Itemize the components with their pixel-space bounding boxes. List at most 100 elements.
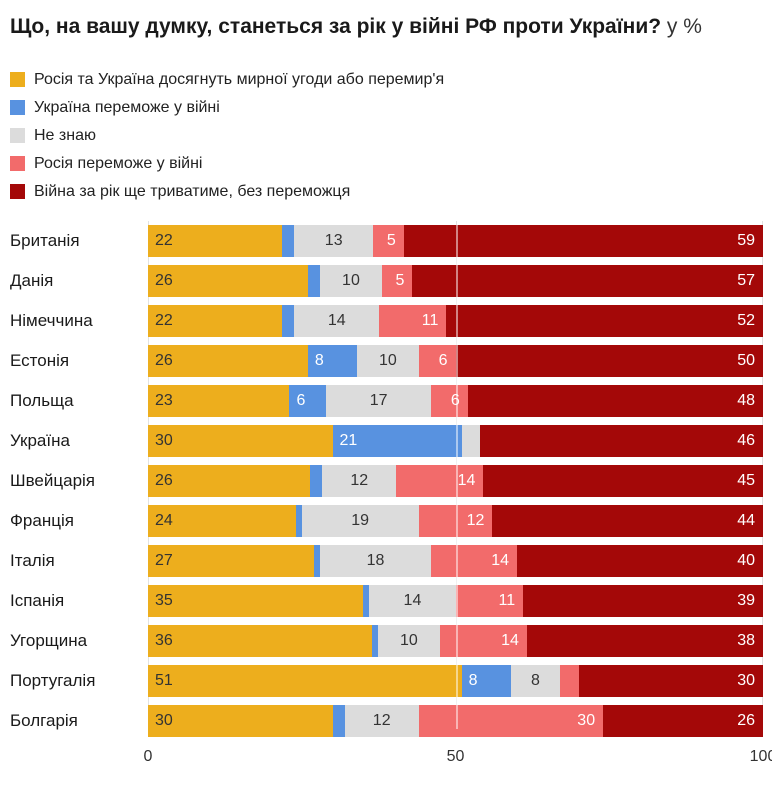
bar-segment xyxy=(560,665,579,697)
x-axis: 0 50 100 xyxy=(144,745,772,769)
bar-value-label: 36 xyxy=(155,632,173,649)
legend-swatch xyxy=(10,183,25,199)
bar-value-label: 27 xyxy=(155,552,173,569)
bar-segment: 8 xyxy=(461,665,511,697)
bar-track: 26 8 10 6 50 xyxy=(148,345,764,377)
bar-track: 24 19 12 44 xyxy=(148,505,763,537)
bar-segment: 22 xyxy=(148,225,282,257)
bar-value-label: 30 xyxy=(737,672,756,689)
legend-label: Росія переможе у війні xyxy=(34,154,203,172)
bar-value-label: 6 xyxy=(438,352,448,369)
legend-swatch xyxy=(10,127,25,143)
legend-swatch xyxy=(10,99,25,115)
country-label: Швейцарія xyxy=(10,471,95,490)
bar-segment: 48 xyxy=(467,385,764,417)
bar-value-label: 12 xyxy=(372,712,391,729)
bar-segment: 44 xyxy=(492,505,763,537)
bar-track: 51 8 8 30 xyxy=(148,665,764,697)
chart-page: Що, на вашу думку, станеться за рік у ві… xyxy=(10,12,772,769)
legend-swatch xyxy=(10,71,25,87)
bar-value-label: 51 xyxy=(155,672,173,689)
bar-segment: 26 xyxy=(148,265,308,297)
bar-value-label: 14 xyxy=(403,592,422,609)
bar-segment: 8 xyxy=(510,665,561,697)
country-label: Іспанія xyxy=(10,591,65,610)
chart-row: Болгарія 30 12 30 26 xyxy=(10,705,763,737)
bar-value-label: 17 xyxy=(369,392,388,409)
bar-value-label: 6 xyxy=(450,392,460,409)
bar-segment: 17 xyxy=(326,385,431,417)
bar-value-label: 26 xyxy=(155,472,173,489)
country-label: Болгарія xyxy=(10,711,78,730)
legend-item: Росія та Україна досягнуть мирної угоди … xyxy=(10,65,763,93)
bar-segment: 6 xyxy=(289,385,327,417)
bar-value-label: 8 xyxy=(531,672,540,689)
country-label: Угорщина xyxy=(10,631,88,650)
bar-segment: 10 xyxy=(377,625,440,657)
bar-value-label: 18 xyxy=(366,552,385,569)
bar-value-label: 50 xyxy=(737,352,756,369)
bar-value-label: 52 xyxy=(737,312,755,329)
bar-value-label: 10 xyxy=(342,272,360,289)
bar-track: 30 21 46 xyxy=(148,425,764,457)
bar-value-label: 10 xyxy=(400,632,418,649)
bar-segment: 11 xyxy=(455,585,524,617)
bar-value-label: 26 xyxy=(155,352,173,369)
country-label: Британія xyxy=(10,231,80,250)
bar-value-label: 39 xyxy=(737,592,755,609)
bar-value-label: 48 xyxy=(737,392,756,409)
bar-value-label: 19 xyxy=(351,512,370,529)
bar-segment: 12 xyxy=(344,705,419,737)
legend: Росія та Україна досягнуть мирної угоди … xyxy=(10,65,763,205)
bar-value-label: 35 xyxy=(155,592,173,609)
bar-segment xyxy=(371,625,378,657)
bar-track: 22 13 5 59 xyxy=(148,225,763,257)
bar-segment: 39 xyxy=(523,585,763,617)
bar-track: 30 12 30 26 xyxy=(148,705,763,737)
bar-value-label: 14 xyxy=(327,312,346,329)
bar-segment: 36 xyxy=(148,625,372,657)
country-label: Італія xyxy=(10,551,55,570)
bar-segment: 22 xyxy=(148,305,282,337)
bar-segment: 6 xyxy=(418,345,456,377)
bar-segment: 14 xyxy=(439,625,527,657)
bar-value-label: 23 xyxy=(155,392,173,409)
bar-track: 27 18 14 40 xyxy=(148,545,763,577)
bar-segment xyxy=(461,425,481,457)
bar-segment: 6 xyxy=(430,385,468,417)
bar-value-label: 30 xyxy=(155,432,173,449)
legend-label: Росія та Україна досягнуть мирної угоди … xyxy=(34,70,445,88)
bar-segment: 30 xyxy=(418,705,604,737)
country-label: Франція xyxy=(10,511,74,530)
country-label: Польща xyxy=(10,391,74,410)
bar-value-label: 13 xyxy=(324,232,343,249)
bar-segment: 50 xyxy=(455,345,764,377)
bar-value-label: 40 xyxy=(737,552,755,569)
chart-title: Що, на вашу думку, станеться за рік у ві… xyxy=(10,12,716,42)
bar-segment: 27 xyxy=(148,545,315,577)
bar-segment: 14 xyxy=(396,465,484,497)
chart-row: Данія 26 10 5 57 xyxy=(10,265,763,297)
bar-segment: 35 xyxy=(148,585,364,617)
bar-segment: 30 xyxy=(148,705,333,737)
bar-value-label: 57 xyxy=(737,272,755,289)
bar-segment xyxy=(309,465,322,497)
bar-track: 23 6 17 6 48 xyxy=(148,385,764,417)
chart-row: Франція 24 19 12 44 xyxy=(10,505,763,537)
bar-value-label: 8 xyxy=(314,352,324,369)
bar-segment: 30 xyxy=(148,425,333,457)
bar-segment: 12 xyxy=(418,505,493,537)
chart-row: Іспанія 35 14 11 39 xyxy=(10,585,763,617)
bar-segment: 26 xyxy=(603,705,763,737)
bar-value-label: 30 xyxy=(577,712,596,729)
bar-value-label: 14 xyxy=(457,472,476,489)
legend-item: Війна за рік ще триватиме, без переможця xyxy=(10,177,763,205)
bar-value-label: 22 xyxy=(155,232,173,249)
bar-segment: 14 xyxy=(369,585,456,617)
bar-value-label: 44 xyxy=(737,512,755,529)
bar-segment: 45 xyxy=(483,465,763,497)
bar-value-label: 30 xyxy=(155,712,173,729)
bar-segment: 52 xyxy=(446,305,763,337)
bar-track: 35 14 11 39 xyxy=(148,585,763,617)
bar-segment: 14 xyxy=(294,305,380,337)
